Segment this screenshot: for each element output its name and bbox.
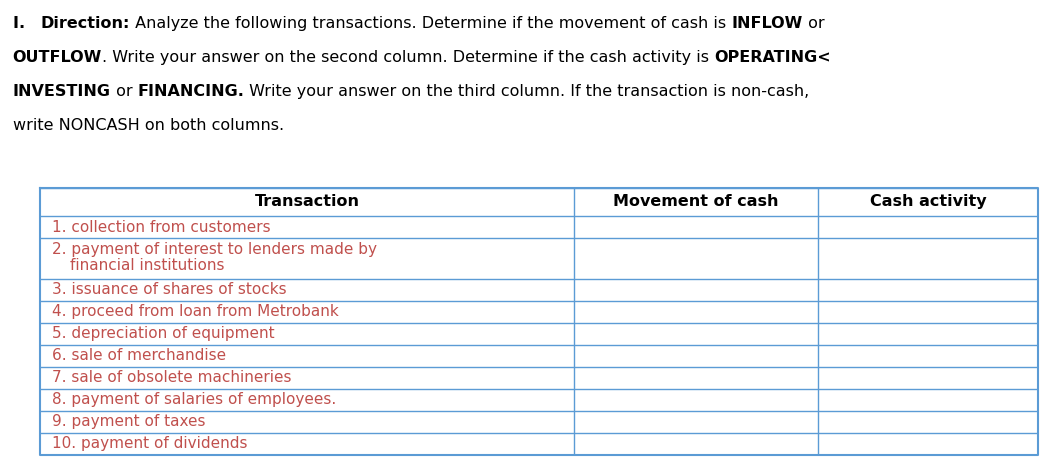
Text: Direction:: Direction: (41, 16, 131, 31)
Text: INFLOW: INFLOW (731, 16, 803, 31)
Text: financial institutions: financial institutions (70, 258, 225, 273)
Text: OPERATING<: OPERATING< (714, 50, 831, 65)
Text: 6. sale of merchandise: 6. sale of merchandise (52, 348, 226, 363)
Text: 1. collection from customers: 1. collection from customers (52, 219, 271, 235)
Text: or: or (110, 84, 138, 99)
Text: FINANCING.: FINANCING. (138, 84, 244, 99)
Text: Cash activity: Cash activity (870, 194, 987, 209)
Text: write NONCASH on both columns.: write NONCASH on both columns. (13, 118, 284, 132)
Text: Analyze the following transactions. Determine if the movement of cash is: Analyze the following transactions. Dete… (131, 16, 731, 31)
Text: or: or (803, 16, 824, 31)
Text: I.: I. (13, 16, 41, 31)
Text: Movement of cash: Movement of cash (613, 194, 779, 209)
Text: 2. payment of interest to lenders made by: 2. payment of interest to lenders made b… (52, 242, 378, 257)
Text: Transaction: Transaction (255, 194, 360, 209)
Text: 10. payment of dividends: 10. payment of dividends (52, 436, 248, 451)
Text: 9. payment of taxes: 9. payment of taxes (52, 414, 206, 429)
Text: INVESTING: INVESTING (13, 84, 110, 99)
Text: 5. depreciation of equipment: 5. depreciation of equipment (52, 326, 275, 341)
Text: 7. sale of obsolete machineries: 7. sale of obsolete machineries (52, 370, 292, 385)
Text: 8. payment of salaries of employees.: 8. payment of salaries of employees. (52, 392, 336, 407)
Text: 3. issuance of shares of stocks: 3. issuance of shares of stocks (52, 282, 286, 297)
Text: Write your answer on the third column. If the transaction is non-cash,: Write your answer on the third column. I… (244, 84, 810, 99)
Text: . Write your answer on the second column. Determine if the cash activity is: . Write your answer on the second column… (102, 50, 714, 65)
Text: 4. proceed from loan from Metrobank: 4. proceed from loan from Metrobank (52, 304, 340, 319)
Text: OUTFLOW: OUTFLOW (13, 50, 102, 65)
